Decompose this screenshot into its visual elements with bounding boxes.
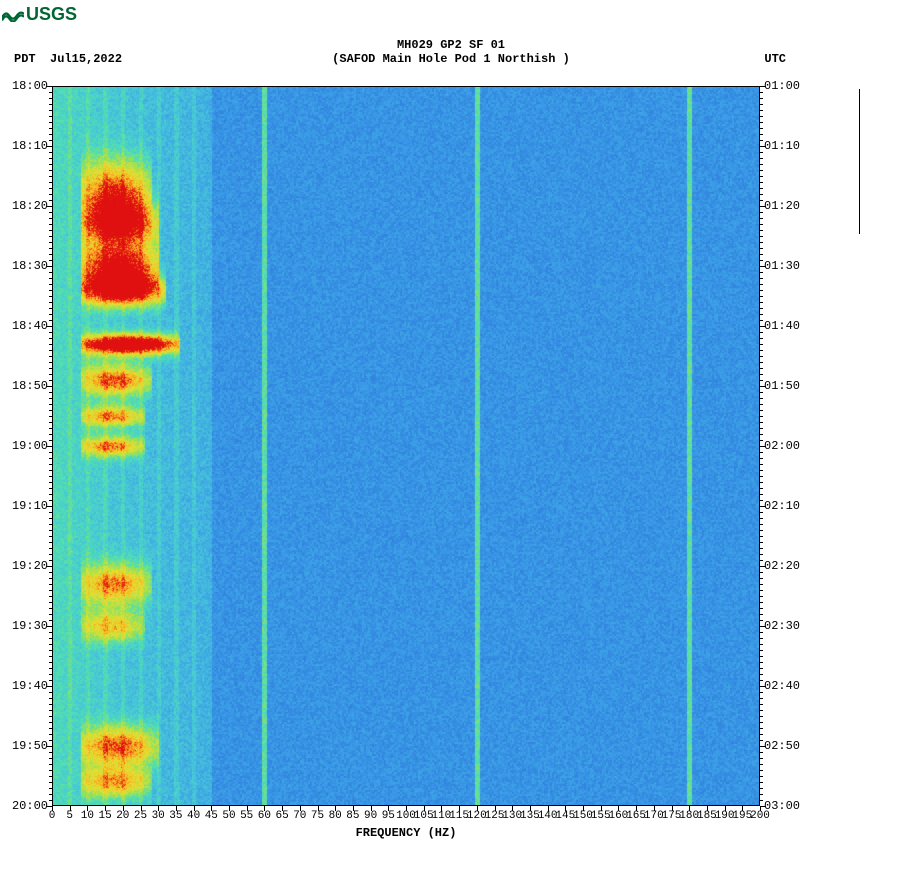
- ytick-right: 01:20: [764, 199, 814, 213]
- spectrogram-plot: 18:0018:1018:2018:3018:4018:5019:0019:10…: [52, 86, 760, 806]
- xtick: 95: [382, 810, 395, 822]
- xtick: 65: [275, 810, 288, 822]
- ytick-left: 19:00: [0, 439, 48, 453]
- ytick-right: 02:10: [764, 499, 814, 513]
- xtick: 10: [81, 810, 94, 822]
- ytick-right: 02:20: [764, 559, 814, 573]
- xtick: 75: [311, 810, 324, 822]
- ytick-right: 03:00: [764, 799, 814, 813]
- xtick: 40: [187, 810, 200, 822]
- usgs-logo: USGS: [2, 4, 77, 25]
- ytick-left: 18:20: [0, 199, 48, 213]
- ytick-left: 18:40: [0, 319, 48, 333]
- xtick: 80: [329, 810, 342, 822]
- ytick-left: 18:30: [0, 259, 48, 273]
- ytick-right: 02:00: [764, 439, 814, 453]
- ytick-right: 02:30: [764, 619, 814, 633]
- ytick-left: 19:50: [0, 739, 48, 753]
- xtick: 60: [258, 810, 271, 822]
- ytick-right: 02:50: [764, 739, 814, 753]
- colorbar-line: [859, 89, 860, 234]
- xtick: 55: [240, 810, 253, 822]
- station-code: MH029 GP2 SF 01: [0, 38, 902, 52]
- xtick: 30: [152, 810, 165, 822]
- xtick: 25: [134, 810, 147, 822]
- xtick: 20: [116, 810, 129, 822]
- ytick-left: 19:30: [0, 619, 48, 633]
- xtick: 200: [750, 810, 770, 822]
- logo-text: USGS: [26, 4, 77, 25]
- wave-icon: [2, 8, 24, 22]
- left-tz: PDT: [14, 52, 36, 66]
- xtick: 15: [98, 810, 111, 822]
- ytick-left: 20:00: [0, 799, 48, 813]
- xtick: 90: [364, 810, 377, 822]
- ytick-right: 02:40: [764, 679, 814, 693]
- ytick-left: 19:40: [0, 679, 48, 693]
- ytick-left: 18:50: [0, 379, 48, 393]
- xtick: 0: [49, 810, 56, 822]
- ytick-right: 01:30: [764, 259, 814, 273]
- ytick-left: 18:10: [0, 139, 48, 153]
- xtick: 50: [222, 810, 235, 822]
- ytick-right: 01:40: [764, 319, 814, 333]
- ytick-right: 01:10: [764, 139, 814, 153]
- ytick-right: 01:50: [764, 379, 814, 393]
- spectrogram-canvas: [52, 86, 760, 806]
- left-header: PDT Jul15,2022: [14, 52, 122, 66]
- ytick-left: 18:00: [0, 79, 48, 93]
- xtick: 70: [293, 810, 306, 822]
- ytick-right: 01:00: [764, 79, 814, 93]
- right-tz: UTC: [764, 52, 786, 66]
- ytick-left: 19:20: [0, 559, 48, 573]
- x-axis-label: FREQUENCY (HZ): [52, 826, 760, 840]
- xtick: 35: [169, 810, 182, 822]
- xtick: 85: [346, 810, 359, 822]
- ytick-left: 19:10: [0, 499, 48, 513]
- left-date: Jul15,2022: [50, 52, 122, 66]
- xtick: 5: [66, 810, 73, 822]
- xtick: 45: [205, 810, 218, 822]
